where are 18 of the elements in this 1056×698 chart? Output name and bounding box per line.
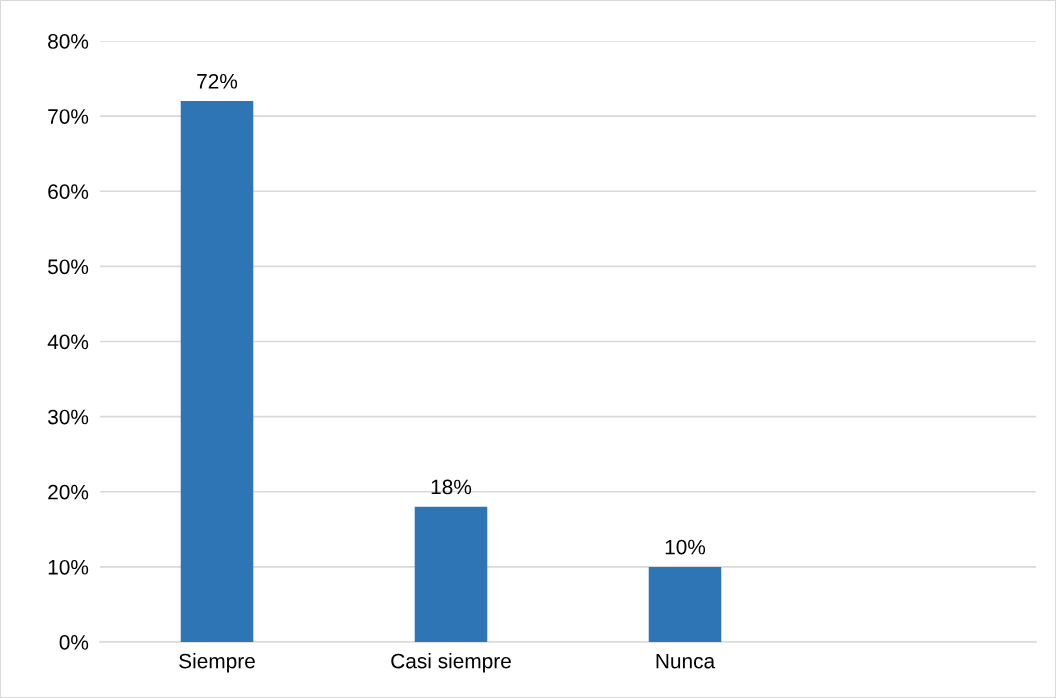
- x-tick-label: Nunca: [656, 653, 716, 669]
- y-tick-label: 70%: [48, 109, 89, 124]
- bar: [648, 566, 722, 642]
- data-label: 72%: [197, 73, 238, 89]
- y-tick-label: 20%: [48, 484, 89, 500]
- y-tick-label: 50%: [48, 259, 89, 275]
- y-tick-label: 30%: [47, 409, 89, 425]
- data-label: 10%: [665, 539, 706, 555]
- bar: [180, 101, 254, 642]
- y-tick-label: 0%: [59, 635, 89, 650]
- y-tick-label: 60%: [48, 184, 89, 199]
- data-label: 18%: [431, 479, 472, 495]
- x-tick-label: Casi siempre: [391, 653, 511, 673]
- bar: [414, 506, 488, 642]
- y-tick-label: 40%: [47, 334, 89, 350]
- x-tick-label: Siempre: [179, 653, 255, 673]
- y-tick-label: 10%: [48, 559, 89, 575]
- y-tick-label: 80%: [48, 34, 89, 49]
